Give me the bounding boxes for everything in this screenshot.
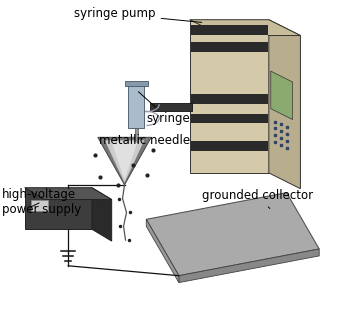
Bar bbox=[191, 123, 268, 141]
Polygon shape bbox=[146, 193, 319, 276]
Bar bbox=[124, 81, 148, 86]
Bar bbox=[129, 85, 144, 128]
Bar bbox=[191, 25, 268, 35]
Bar bbox=[191, 94, 268, 104]
Polygon shape bbox=[112, 142, 137, 180]
Text: metallic needle: metallic needle bbox=[99, 134, 190, 147]
Bar bbox=[150, 103, 192, 111]
Polygon shape bbox=[179, 249, 319, 283]
Polygon shape bbox=[190, 20, 300, 36]
Text: syringe: syringe bbox=[139, 92, 190, 125]
Text: high-voltage
power supply: high-voltage power supply bbox=[2, 188, 81, 216]
Polygon shape bbox=[98, 137, 151, 185]
Bar bbox=[191, 35, 268, 42]
Bar bbox=[191, 114, 268, 123]
Bar bbox=[31, 200, 49, 212]
Bar bbox=[135, 128, 139, 142]
Text: grounded collector: grounded collector bbox=[201, 189, 313, 209]
Bar bbox=[191, 42, 268, 52]
Text: syringe pump: syringe pump bbox=[74, 7, 202, 22]
Polygon shape bbox=[25, 188, 92, 229]
Polygon shape bbox=[105, 140, 144, 183]
Polygon shape bbox=[92, 188, 112, 241]
Bar bbox=[191, 141, 268, 151]
Polygon shape bbox=[190, 20, 269, 173]
Polygon shape bbox=[25, 188, 112, 200]
Polygon shape bbox=[271, 71, 292, 119]
Bar bbox=[191, 52, 268, 94]
Polygon shape bbox=[269, 20, 300, 189]
Polygon shape bbox=[146, 219, 179, 283]
